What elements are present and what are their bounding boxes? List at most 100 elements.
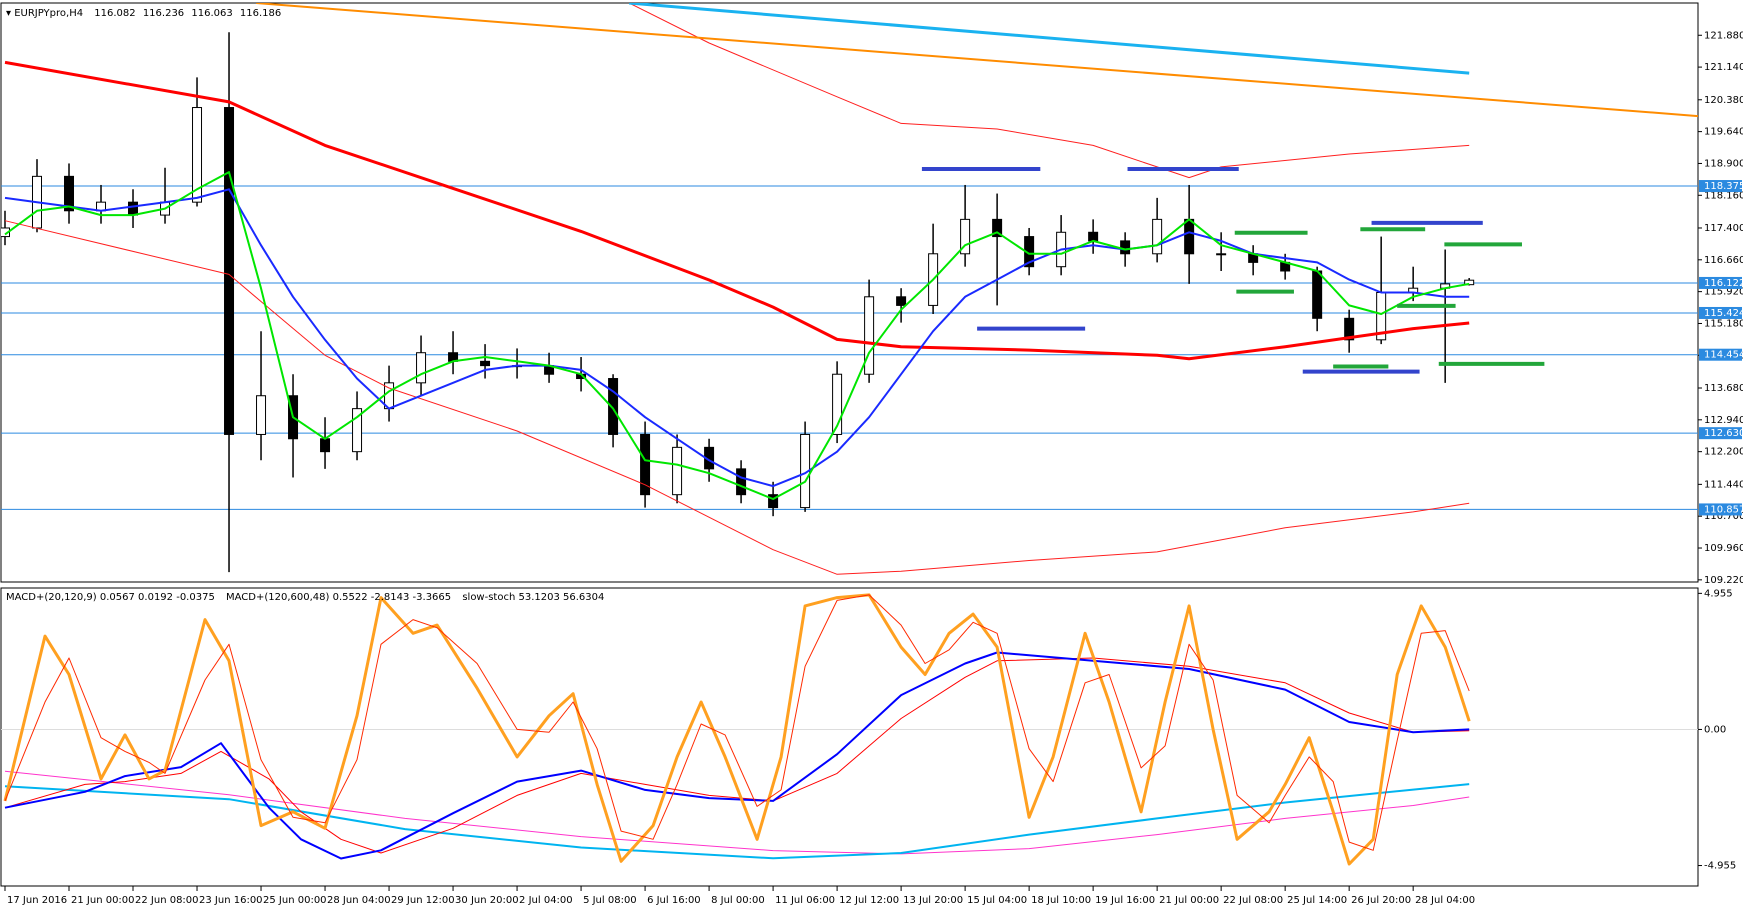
price-level-label: 116.122 <box>1704 278 1743 289</box>
candle-body <box>672 446 683 496</box>
price-level-tag <box>1699 348 1742 361</box>
y-tick-label: 121.140 <box>1704 62 1743 73</box>
y-tick-label: 120.380 <box>1704 95 1743 106</box>
indicator-pane-frame <box>0 587 1699 887</box>
y-tick-label: 110.700 <box>1704 511 1743 522</box>
indicator-line <box>4 657 1470 854</box>
candle-body <box>416 352 427 384</box>
candle-body <box>192 107 203 203</box>
main-pane-frame <box>0 2 1699 583</box>
y-tick-label: 115.180 <box>1704 318 1743 329</box>
y-tick-label: 109.220 <box>1704 575 1743 586</box>
indicator-line <box>4 220 1470 575</box>
candle-body <box>960 218 971 255</box>
x-tick-label: 8 Jul 00:00 <box>711 895 765 906</box>
last-high: 116.236 <box>143 8 184 19</box>
indicator-line <box>628 3 1470 179</box>
x-tick-label: 18 Jul 10:00 <box>1031 895 1091 906</box>
indicator-line <box>4 60 1470 361</box>
candle-body <box>1088 231 1099 242</box>
y-tick-label: -4.955 <box>1704 861 1736 872</box>
y-tick-label: 113.680 <box>1704 383 1743 394</box>
y-tick-label: 112.940 <box>1704 415 1743 426</box>
candle-body <box>1120 240 1131 255</box>
x-tick-label: 22 Jun 08:00 <box>135 895 199 906</box>
price-level-label: 118.375 <box>1704 181 1743 192</box>
price-level-tag <box>1699 306 1742 319</box>
indicator-line <box>256 3 1698 118</box>
x-tick-label: 5 Jul 08:00 <box>583 895 637 906</box>
candle-body <box>768 494 779 509</box>
x-tick-label: 21 Jul 00:00 <box>1159 895 1219 906</box>
indicator-line <box>4 651 1470 860</box>
y-tick-label: 115.920 <box>1704 287 1743 298</box>
x-tick-label: 15 Jul 04:00 <box>967 895 1027 906</box>
indicator-line <box>4 171 1470 500</box>
y-tick-label: 118.900 <box>1704 158 1743 169</box>
x-tick-label: 2 Jul 04:00 <box>519 895 573 906</box>
last-open: 116.082 <box>94 8 135 19</box>
candle-body <box>224 107 235 435</box>
x-tick-label: 22 Jul 08:00 <box>1223 895 1283 906</box>
indicator-line <box>4 188 1470 488</box>
candle-body <box>320 438 331 453</box>
y-tick-label: 117.400 <box>1704 223 1743 234</box>
x-tick-label: 23 Jun 16:00 <box>199 895 263 906</box>
x-tick-label: 28 Jun 04:00 <box>327 895 391 906</box>
y-tick-label: 0.00 <box>1704 724 1726 735</box>
candle-body <box>864 296 875 375</box>
indicator-header: MACD+(20,120,9) 0.0567 0.0192 -0.0375 MA… <box>6 592 604 603</box>
axes: 121.880 121.140 120.380 119.640 118.900 118.1… <box>4 30 1743 906</box>
candle-body <box>352 408 363 453</box>
candle-body <box>480 360 491 367</box>
x-tick-label: 12 Jul 12:00 <box>839 895 899 906</box>
price-level-tag <box>1699 427 1742 440</box>
candle-body <box>256 395 267 435</box>
candle-body <box>1152 218 1163 255</box>
candle-body <box>1216 253 1227 256</box>
y-tick-label: 4.955 <box>1704 588 1733 599</box>
x-tick-label: 26 Jul 20:00 <box>1351 895 1411 906</box>
x-tick-label: 28 Jul 04:00 <box>1415 895 1475 906</box>
indicator-legend: slow-stoch 53.1203 56.6304 <box>462 592 604 603</box>
candle-body <box>64 175 75 212</box>
candle-body <box>832 373 843 435</box>
y-tick-label: 119.640 <box>1704 127 1743 138</box>
x-tick-label: 11 Jul 06:00 <box>775 895 835 906</box>
x-tick-label: 6 Jul 16:00 <box>647 895 701 906</box>
last-close: 116.186 <box>240 8 281 19</box>
y-tick-label: 111.440 <box>1704 479 1743 490</box>
candle-body <box>896 296 907 306</box>
x-tick-label: 19 Jul 16:00 <box>1095 895 1155 906</box>
main-pane <box>1 3 1698 575</box>
price-level-label: 112.630 <box>1704 428 1743 439</box>
indicator-legend: MACD+(20,120,9) 0.0567 0.0192 -0.0375 <box>6 592 215 603</box>
y-tick-label: 121.880 <box>1704 30 1743 41</box>
price-level-label: 110.857 <box>1704 504 1743 515</box>
price-level-label: 114.454 <box>1704 350 1743 361</box>
candle-body <box>1184 218 1195 255</box>
candle-body <box>736 468 747 496</box>
x-tick-label: 25 Jun 00:00 <box>263 895 327 906</box>
y-tick-label: 116.660 <box>1704 255 1743 266</box>
candle-body <box>128 201 139 216</box>
price-level-label: 115.424 <box>1704 308 1743 319</box>
indicator-legend: MACD+(120,600,48) 0.5522 -2.8143 -3.3665 <box>226 592 451 603</box>
indicator-line <box>4 594 1470 851</box>
y-tick-label: 118.160 <box>1704 190 1743 201</box>
last-low: 116.063 <box>191 8 232 19</box>
price-level-tag <box>1699 180 1742 193</box>
symbol-icon: ▾ <box>6 8 14 19</box>
chart-title: EURJPYpro,H4 <box>14 8 83 19</box>
chart-header: ▾ EURJPYpro,H4 116.082 116.236 116.063 1… <box>6 8 281 19</box>
x-tick-label: 25 Jul 14:00 <box>1287 895 1347 906</box>
price-level-tag <box>1699 276 1742 289</box>
candle-body <box>1344 317 1355 341</box>
candle-body <box>992 218 1003 238</box>
x-tick-label: 30 Jun 20:00 <box>455 895 519 906</box>
candle-body <box>640 433 651 496</box>
y-tick-label: 109.960 <box>1704 543 1743 554</box>
candle-body <box>608 378 619 435</box>
